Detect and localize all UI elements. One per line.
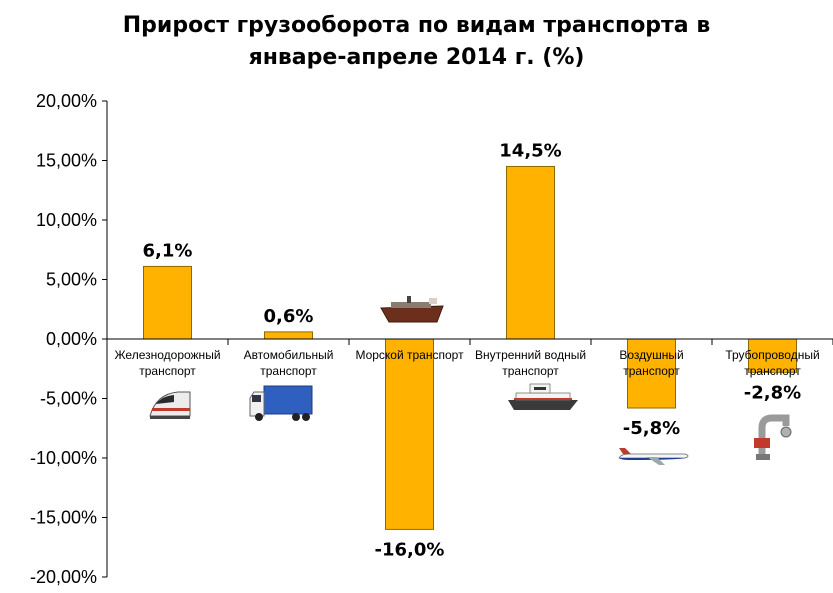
bar <box>627 338 676 409</box>
category-label: Внутренний водный транспорт <box>475 348 586 378</box>
chart-title-line-2: январе-апреле 2014 г. (%) <box>248 45 585 70</box>
river-boat-icon <box>508 383 578 410</box>
y-tick-label: -20,00% <box>30 567 97 587</box>
data-label: -16,0% <box>375 539 445 560</box>
chart-title-line-1: Прирост грузооборота по видам транспорта… <box>122 13 711 38</box>
chart-title: Прирост грузооборота по видам транспорта… <box>0 10 833 74</box>
y-tick-label: 10,00% <box>36 210 97 230</box>
pipeline-valve-icon <box>754 414 792 460</box>
category-label: Морской транспорт <box>355 348 464 362</box>
data-label: -2,8% <box>744 382 801 403</box>
bar <box>506 165 555 340</box>
truck-icon <box>249 385 313 421</box>
data-label: 14,5% <box>499 140 561 161</box>
data-label: -5,8% <box>623 418 680 439</box>
data-label: 0,6% <box>264 306 314 327</box>
y-tick-label: 0,00% <box>46 329 97 349</box>
bar <box>264 331 313 340</box>
category-label: Трубопроводный транспорт <box>725 348 819 378</box>
ship-icon <box>380 296 444 323</box>
y-tick-label: 20,00% <box>36 91 97 111</box>
category-label: Железнодорожный транспорт <box>114 348 220 378</box>
airplane-icon <box>618 448 689 465</box>
bar <box>385 338 434 530</box>
bar <box>143 265 192 340</box>
y-tick-label: 5,00% <box>46 270 97 290</box>
y-tick-label: 15,00% <box>36 151 97 171</box>
category-label: Автомобильный транспорт <box>244 348 334 378</box>
y-tick-label: -15,00% <box>30 508 97 528</box>
train-icon <box>149 391 191 419</box>
data-label: 6,1% <box>143 240 193 261</box>
y-tick-label: -10,00% <box>30 448 97 468</box>
y-tick-label: -5,00% <box>40 389 97 409</box>
category-label: Воздушный транспорт <box>619 348 683 378</box>
